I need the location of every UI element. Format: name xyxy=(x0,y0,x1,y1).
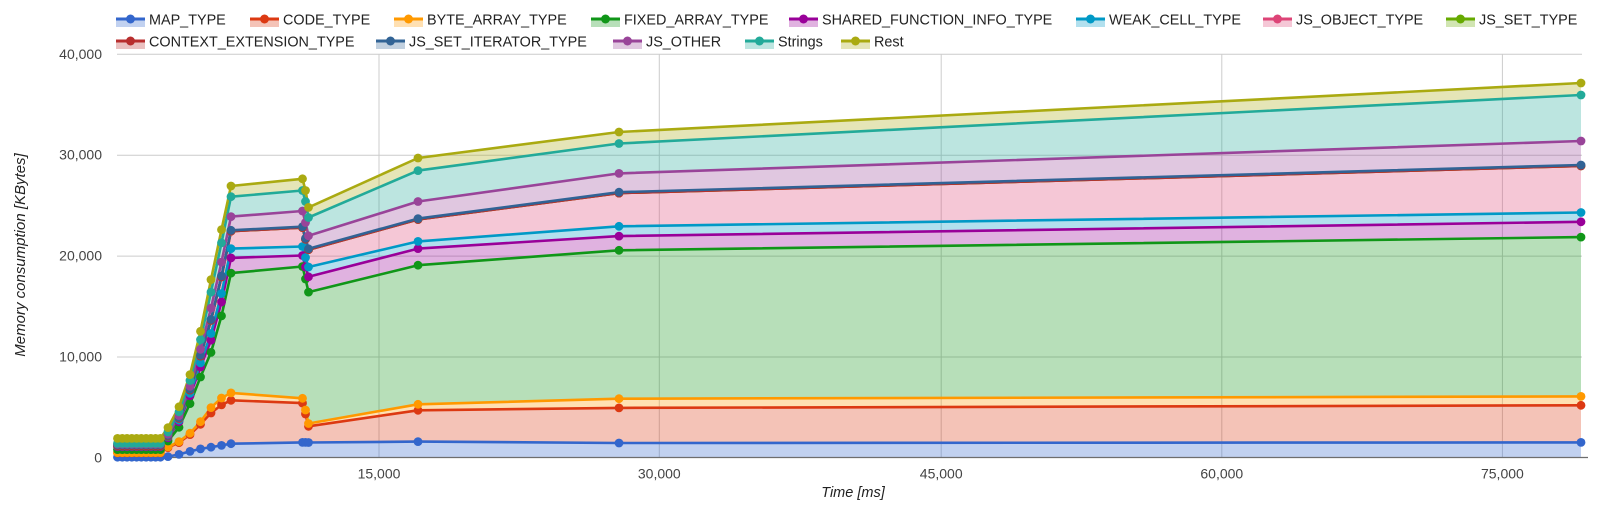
svg-text:75,000: 75,000 xyxy=(1481,466,1524,482)
svg-text:CODE_TYPE: CODE_TYPE xyxy=(283,13,370,29)
svg-text:45,000: 45,000 xyxy=(920,466,963,482)
svg-text:15,000: 15,000 xyxy=(358,466,401,482)
svg-text:WEAK_CELL_TYPE: WEAK_CELL_TYPE xyxy=(1109,13,1241,29)
svg-text:60,000: 60,000 xyxy=(1200,466,1243,482)
svg-text:BYTE_ARRAY_TYPE: BYTE_ARRAY_TYPE xyxy=(427,13,567,29)
svg-text:Strings: Strings xyxy=(778,35,823,51)
svg-text:JS_SET_ITERATOR_TYPE: JS_SET_ITERATOR_TYPE xyxy=(409,35,587,51)
svg-text:MAP_TYPE: MAP_TYPE xyxy=(149,13,226,29)
svg-text:Rest: Rest xyxy=(874,35,904,51)
svg-text:Time [ms]: Time [ms] xyxy=(821,485,885,501)
svg-text:20,000: 20,000 xyxy=(59,248,102,264)
svg-text:CONTEXT_EXTENSION_TYPE: CONTEXT_EXTENSION_TYPE xyxy=(149,35,355,51)
svg-text:30,000: 30,000 xyxy=(59,147,102,163)
svg-text:30,000: 30,000 xyxy=(638,466,681,482)
svg-text:SHARED_FUNCTION_INFO_TYPE: SHARED_FUNCTION_INFO_TYPE xyxy=(822,13,1052,29)
svg-text:Memory consumption [KBytes]: Memory consumption [KBytes] xyxy=(12,152,29,356)
svg-text:JS_OTHER: JS_OTHER xyxy=(646,35,721,51)
svg-text:JS_SET_TYPE: JS_SET_TYPE xyxy=(1479,13,1577,29)
svg-text:40,000: 40,000 xyxy=(59,46,102,62)
svg-text:0: 0 xyxy=(94,450,102,466)
svg-text:JS_OBJECT_TYPE: JS_OBJECT_TYPE xyxy=(1296,13,1423,29)
svg-text:FIXED_ARRAY_TYPE: FIXED_ARRAY_TYPE xyxy=(624,13,768,29)
svg-text:10,000: 10,000 xyxy=(59,349,102,365)
